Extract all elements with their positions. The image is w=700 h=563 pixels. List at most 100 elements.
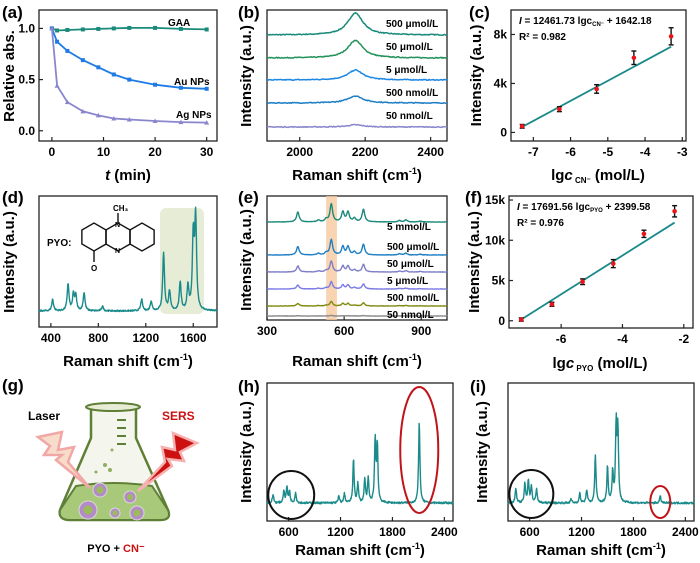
panel-f: -6 -4 -2 0 5k 10k 15k(f) Intensity (a.u.) I = 17… bbox=[465, 188, 694, 373]
spectrum-line bbox=[266, 123, 448, 129]
axes-frame bbox=[266, 195, 448, 321]
axes-frame bbox=[266, 382, 454, 522]
data-point bbox=[111, 115, 117, 121]
red-ellipse-highlight bbox=[649, 485, 672, 519]
x-axis-label: Raman shift (cm-1) bbox=[292, 352, 422, 370]
x-tick-label: 2200 bbox=[352, 145, 379, 159]
data-point bbox=[65, 27, 70, 32]
data-point bbox=[641, 231, 647, 237]
x-axis-label: Raman shift (cm-1) bbox=[295, 541, 425, 559]
panel-a: 0 10 20 30 0.0 0.5 1.0(a) Relative abs. t (min) G… bbox=[1, 3, 218, 184]
panel-e: 300 600 900 (e) Intensity (a.u.) Raman shift … bbox=[238, 188, 448, 370]
panel-label: (d) bbox=[2, 188, 24, 207]
legend-gaa: GAA bbox=[168, 18, 190, 29]
panel-label: (h) bbox=[238, 377, 260, 396]
data-point bbox=[549, 301, 555, 307]
spectrum-line bbox=[266, 39, 448, 59]
x-tick-label: 20 bbox=[148, 145, 162, 159]
panel-label: (c) bbox=[469, 3, 490, 22]
data-point bbox=[54, 83, 60, 88]
nitrogen-label: N bbox=[115, 248, 120, 255]
x-tick-label: 1200 bbox=[327, 525, 354, 539]
laser-bolt-icon bbox=[35, 430, 91, 489]
series-label: 5 mmol/L bbox=[387, 222, 431, 233]
y-tick-label: 5k bbox=[492, 274, 506, 288]
axes-frame bbox=[38, 195, 218, 328]
series-label: 500 nmol/L bbox=[386, 88, 438, 99]
axes-frame bbox=[507, 382, 695, 522]
data-point bbox=[126, 117, 132, 122]
y-tick-label: 0 bbox=[500, 125, 507, 139]
x-tick-label: -7 bbox=[528, 145, 539, 159]
black-circle-highlight bbox=[508, 469, 555, 519]
spectrum-line bbox=[266, 422, 454, 505]
x-tick-label: 900 bbox=[411, 324, 431, 338]
axes-frame bbox=[510, 9, 687, 142]
y-tick-label: 4k bbox=[494, 76, 508, 90]
y-tick-label: 0 bbox=[498, 314, 505, 328]
data-point bbox=[64, 99, 70, 105]
x-tick-label: 1800 bbox=[620, 525, 647, 539]
fit-equation: I = 12461.73 lgcCN⁻ + 1642.18 bbox=[519, 16, 652, 28]
data-point bbox=[672, 208, 677, 214]
series-label: 5 μmol/L bbox=[386, 65, 427, 76]
data-point bbox=[178, 119, 184, 125]
series-label: 50 nmol/L bbox=[387, 310, 434, 321]
spectrum-line bbox=[266, 12, 448, 36]
panel-label: (f) bbox=[465, 188, 482, 207]
panel-c: -7 -6 -5 -4 -3 0 4k 8k (c) Intensity (a.u.) I = 12… bbox=[468, 3, 688, 185]
x-tick-label: 1800 bbox=[379, 525, 406, 539]
x-axis-label: Raman shift (cm-1) bbox=[292, 166, 422, 184]
x-tick-label: 1600 bbox=[180, 331, 207, 345]
x-tick-label: -4 bbox=[617, 332, 628, 346]
nitrogen-label: N bbox=[115, 222, 120, 229]
series-label: 500 μmol/L bbox=[386, 19, 438, 30]
panel-label: (g) bbox=[2, 376, 24, 395]
data-point bbox=[518, 317, 524, 322]
ring bbox=[129, 222, 155, 252]
x-tick-label: -6 bbox=[565, 145, 576, 159]
legend-au-nps: Au NPs bbox=[174, 77, 210, 88]
data-point bbox=[96, 65, 101, 70]
y-axis-label: Intensity (a.u.) bbox=[1, 211, 18, 313]
x-tick-label: -4 bbox=[640, 145, 651, 159]
nanoparticle-core bbox=[83, 505, 93, 515]
black-circle-highlight bbox=[267, 470, 316, 520]
legend-ag-nps: Ag NPs bbox=[176, 110, 212, 121]
data-point bbox=[204, 27, 209, 32]
nanoparticle-core bbox=[133, 509, 141, 517]
bubble bbox=[108, 468, 112, 472]
nanoparticle-core bbox=[96, 486, 104, 494]
flask-rim bbox=[85, 402, 141, 412]
data-point bbox=[127, 25, 132, 30]
oxygen-label: O bbox=[91, 264, 97, 273]
bubble bbox=[94, 470, 98, 474]
spectrum-line bbox=[266, 202, 448, 223]
nanoparticle-core bbox=[112, 510, 118, 516]
y-axis-label: Intensity (a.u.) bbox=[474, 401, 491, 503]
x-tick-label: 2400 bbox=[417, 145, 444, 159]
series-label: 50 μmol/L bbox=[386, 42, 433, 53]
data-point bbox=[55, 28, 60, 33]
highlight-region bbox=[326, 196, 337, 320]
laser-label: Laser bbox=[28, 409, 60, 423]
panel-b: 2000 2200 2400 (b) Intensity (a.u.) Raman shi… bbox=[238, 3, 448, 184]
axes-frame bbox=[266, 9, 448, 142]
data-point bbox=[152, 118, 158, 124]
data-point bbox=[580, 279, 585, 285]
fit-equation: I = 17691.56 lgcPYO + 2399.58 bbox=[517, 202, 651, 214]
y-axis-label: Intensity (a.u.) bbox=[238, 25, 255, 127]
y-axis-label: Intensity (a.u.) bbox=[238, 401, 255, 503]
x-tick-label: 2400 bbox=[672, 525, 699, 539]
nanoparticle-core bbox=[127, 494, 133, 500]
x-tick-label: 600 bbox=[279, 525, 299, 539]
x-tick-label: 0 bbox=[49, 145, 56, 159]
data-point bbox=[631, 55, 637, 61]
spectrum-line bbox=[266, 260, 448, 273]
r-squared: R² = 0.982 bbox=[519, 32, 566, 43]
spectrum-line bbox=[266, 314, 448, 317]
r-squared: R² = 0.976 bbox=[517, 218, 564, 229]
data-point bbox=[519, 124, 525, 129]
panel-label: (b) bbox=[238, 3, 260, 22]
